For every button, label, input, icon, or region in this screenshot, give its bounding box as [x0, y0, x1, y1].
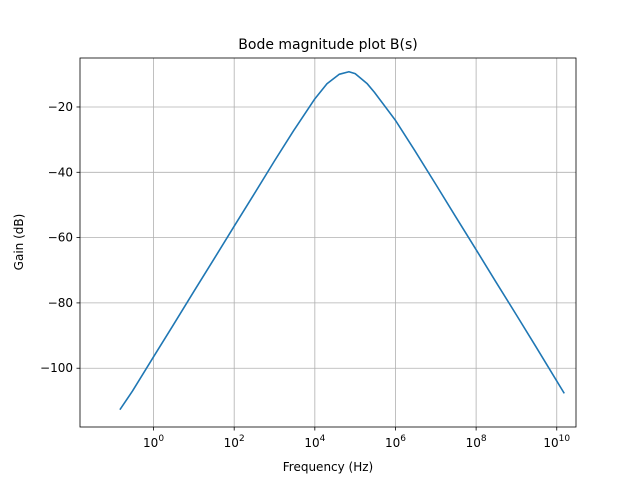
x-tick-base: 10: [304, 436, 319, 450]
y-tick-label: −80: [48, 296, 73, 310]
x-tick-exponent: 2: [239, 434, 245, 444]
x-tick-base: 10: [385, 436, 400, 450]
ticks: 100 102 104 106 108 1010−20−40−60−80−100: [40, 100, 570, 450]
grid: [80, 58, 576, 427]
x-tick-label: 108: [466, 434, 487, 450]
x-tick-label: 106: [385, 434, 406, 450]
x-tick-exponent: 0: [158, 434, 164, 444]
chart-title: Bode magnitude plot B(s): [238, 37, 417, 53]
x-tick-exponent: 6: [400, 434, 406, 444]
plot-area: [119, 70, 565, 411]
x-tick-base: 10: [143, 436, 158, 450]
axes-frame: [79, 57, 577, 428]
x-tick-base: 10: [466, 436, 481, 450]
y-tick-label: −40: [48, 165, 73, 179]
x-tick-base: 10: [543, 436, 558, 450]
y-axis-label: Gain (dB): [12, 214, 26, 271]
x-tick-base: 10: [224, 436, 239, 450]
x-axis-label: Frequency (Hz): [283, 460, 374, 474]
x-tick-label: 100: [143, 434, 164, 450]
gain-series-line: [119, 70, 565, 411]
y-tick-label: −60: [48, 231, 73, 245]
x-tick-exponent: 4: [320, 434, 326, 444]
x-tick-label: 1010: [543, 434, 570, 450]
y-tick-label: −20: [48, 100, 73, 114]
x-tick-exponent: 10: [559, 434, 571, 444]
x-tick-exponent: 8: [481, 434, 487, 444]
x-tick-label: 104: [304, 434, 325, 450]
y-tick-label: −100: [40, 361, 73, 375]
x-tick-label: 102: [224, 434, 245, 450]
